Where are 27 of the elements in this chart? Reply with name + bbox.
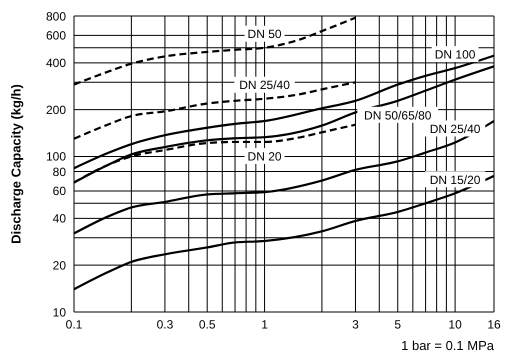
y-tick-label: 40: [52, 212, 66, 226]
y-tick-label: 600: [46, 28, 66, 43]
series-label: DN 50/65/80: [364, 108, 432, 122]
x-axis-title: 1 bar = 0.1 MPa: [401, 338, 495, 353]
x-tick-label: 3: [352, 318, 360, 332]
x-tick-label: 0.5: [198, 318, 216, 332]
y-tick-label: 100: [46, 150, 66, 164]
series-label: DN 20: [248, 149, 282, 164]
x-tick-label: 10: [448, 318, 462, 332]
x-tick-label: 16: [487, 318, 501, 332]
series-label: DN 25/40: [430, 122, 481, 136]
y-tick-label: 20: [52, 258, 66, 272]
x-tick-label: 5: [394, 318, 402, 332]
x-tick-label: 0.1: [66, 318, 83, 332]
series-label: DN 50: [248, 27, 282, 42]
series-label: DN 25/40: [239, 78, 290, 92]
y-tick-label: 60: [52, 184, 66, 198]
x-tick-label: 1: [261, 318, 268, 332]
x-tick-label: 0.3: [156, 318, 174, 332]
series-label: DN 15/20: [430, 172, 481, 187]
y-tick-label: 80: [52, 164, 66, 179]
series-label: DN 100: [434, 48, 476, 62]
y-axis-title: Discharge Capacity (kg/h): [8, 84, 24, 244]
y-tick-label: 400: [46, 56, 66, 70]
y-tick-label: 800: [46, 9, 66, 24]
y-tick-label: 10: [52, 305, 66, 320]
y-tick-label: 200: [46, 102, 66, 117]
